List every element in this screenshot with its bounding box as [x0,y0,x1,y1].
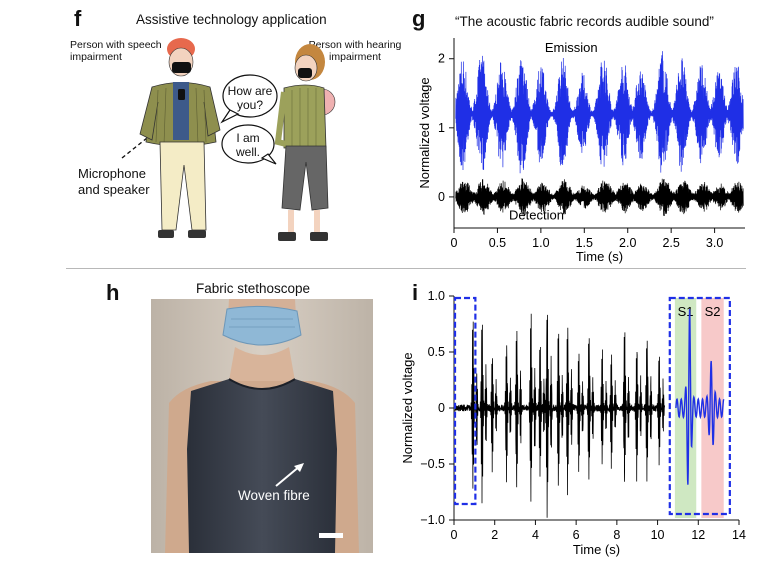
assistive-illustration [121,38,336,241]
g-x-tick-label: 0 [451,236,458,250]
shirt [187,379,337,553]
g-x-tick-label: 0.5 [489,236,506,250]
g-y-tick-label: 2 [438,52,445,66]
person-speech-label: Person with speech impairment [70,39,162,63]
bubble-1-text: How are you? [224,84,276,112]
panel-divider [66,268,746,269]
panel-label-f: f [74,6,82,31]
i-y-tick-label: 0 [438,401,445,415]
i-band-label-s1: S1 [678,304,694,319]
person-hearing-figure [274,44,336,241]
i-band-label-s2: S2 [705,304,721,319]
i-x-tick-label: 6 [573,528,580,542]
g-series-emission [455,51,744,174]
bubble-1-line2: you? [236,98,264,112]
face-mask [222,305,302,346]
i-x-axis-label: Time (s) [573,542,620,557]
i-x-tick-label: 0 [451,528,458,542]
g-legend-detection: Detection [509,208,564,223]
i-zoom-source-box [453,296,477,506]
panel-h-title: Fabric stethoscope [196,281,311,296]
chart-i: S1 S2 0 2 4 6 8 10 12 14 −1.0 −0.5 0 0.5 1.0 Time (s) No… [400,289,746,557]
i-x-tick-label: 2 [491,528,498,542]
g-x-tick-label: 1.5 [576,236,593,250]
i-zoom-trace [675,309,725,485]
g-legend-emission: Emission [545,40,598,55]
i-zoom-target-box [668,296,731,516]
phone-icon [178,89,185,100]
person-speech-figure [139,38,221,238]
i-x-tick-label: 10 [651,528,665,542]
i-y-tick-label: −0.5 [420,457,445,471]
g-x-tick-label: 3.0 [706,236,723,250]
woven-fibre-arrow-icon [275,463,304,487]
g-x-tick-label: 2.5 [662,236,679,250]
device-label-line1: Microphone [78,166,146,181]
g-x-tick-label: 2.0 [619,236,636,250]
speech-bubble-1 [222,74,278,118]
bubble-2-line1: I am [236,131,260,145]
panel-f-title: Assistive technology application [136,12,327,27]
panel-label-g: g [412,6,426,31]
g-x-tick-label: 1.0 [532,236,549,250]
person-hearing-label: Person with hearing impairment [308,39,402,63]
g-y-tick-label: 0 [438,190,445,204]
g-y-tick-label: 1 [438,121,445,135]
g-x-axis-label: Time (s) [576,249,623,264]
i-x-tick-label: 4 [532,528,539,542]
woven-fibre-label: Woven fibre [238,488,310,503]
panel-label-i: i [412,280,419,305]
i-x-tick-label: 14 [732,528,746,542]
scale-bar [319,533,343,538]
pointer-line [121,117,173,159]
chart-g: 0 0.5 1.0 1.5 2.0 2.5 3.0 0 1 2 Time (s) Normalized… [417,38,745,264]
bubble-2-line2: well. [235,145,260,159]
i-y-tick-label: 1.0 [428,289,445,303]
device-label-line2: and speaker [78,182,150,197]
panel-label-h: h [106,280,120,305]
i-x-tick-label: 12 [691,528,705,542]
g-series-detection [455,178,744,217]
i-y-axis-label: Normalized voltage [400,352,415,463]
speech-bubble-2 [221,124,275,164]
bubble-1-line1: How are [227,84,273,98]
i-series-heart [454,313,665,518]
bubble-2-text: I am well. [222,131,274,159]
i-y-tick-label: 0.5 [428,345,445,359]
i-x-tick-label: 8 [613,528,620,542]
panel-g-title: “The acoustic fabric records audible sou… [455,14,714,29]
stethoscope-photo [151,299,373,553]
g-y-axis-label: Normalized voltage [417,77,432,188]
i-y-tick-label: −1.0 [420,513,445,527]
